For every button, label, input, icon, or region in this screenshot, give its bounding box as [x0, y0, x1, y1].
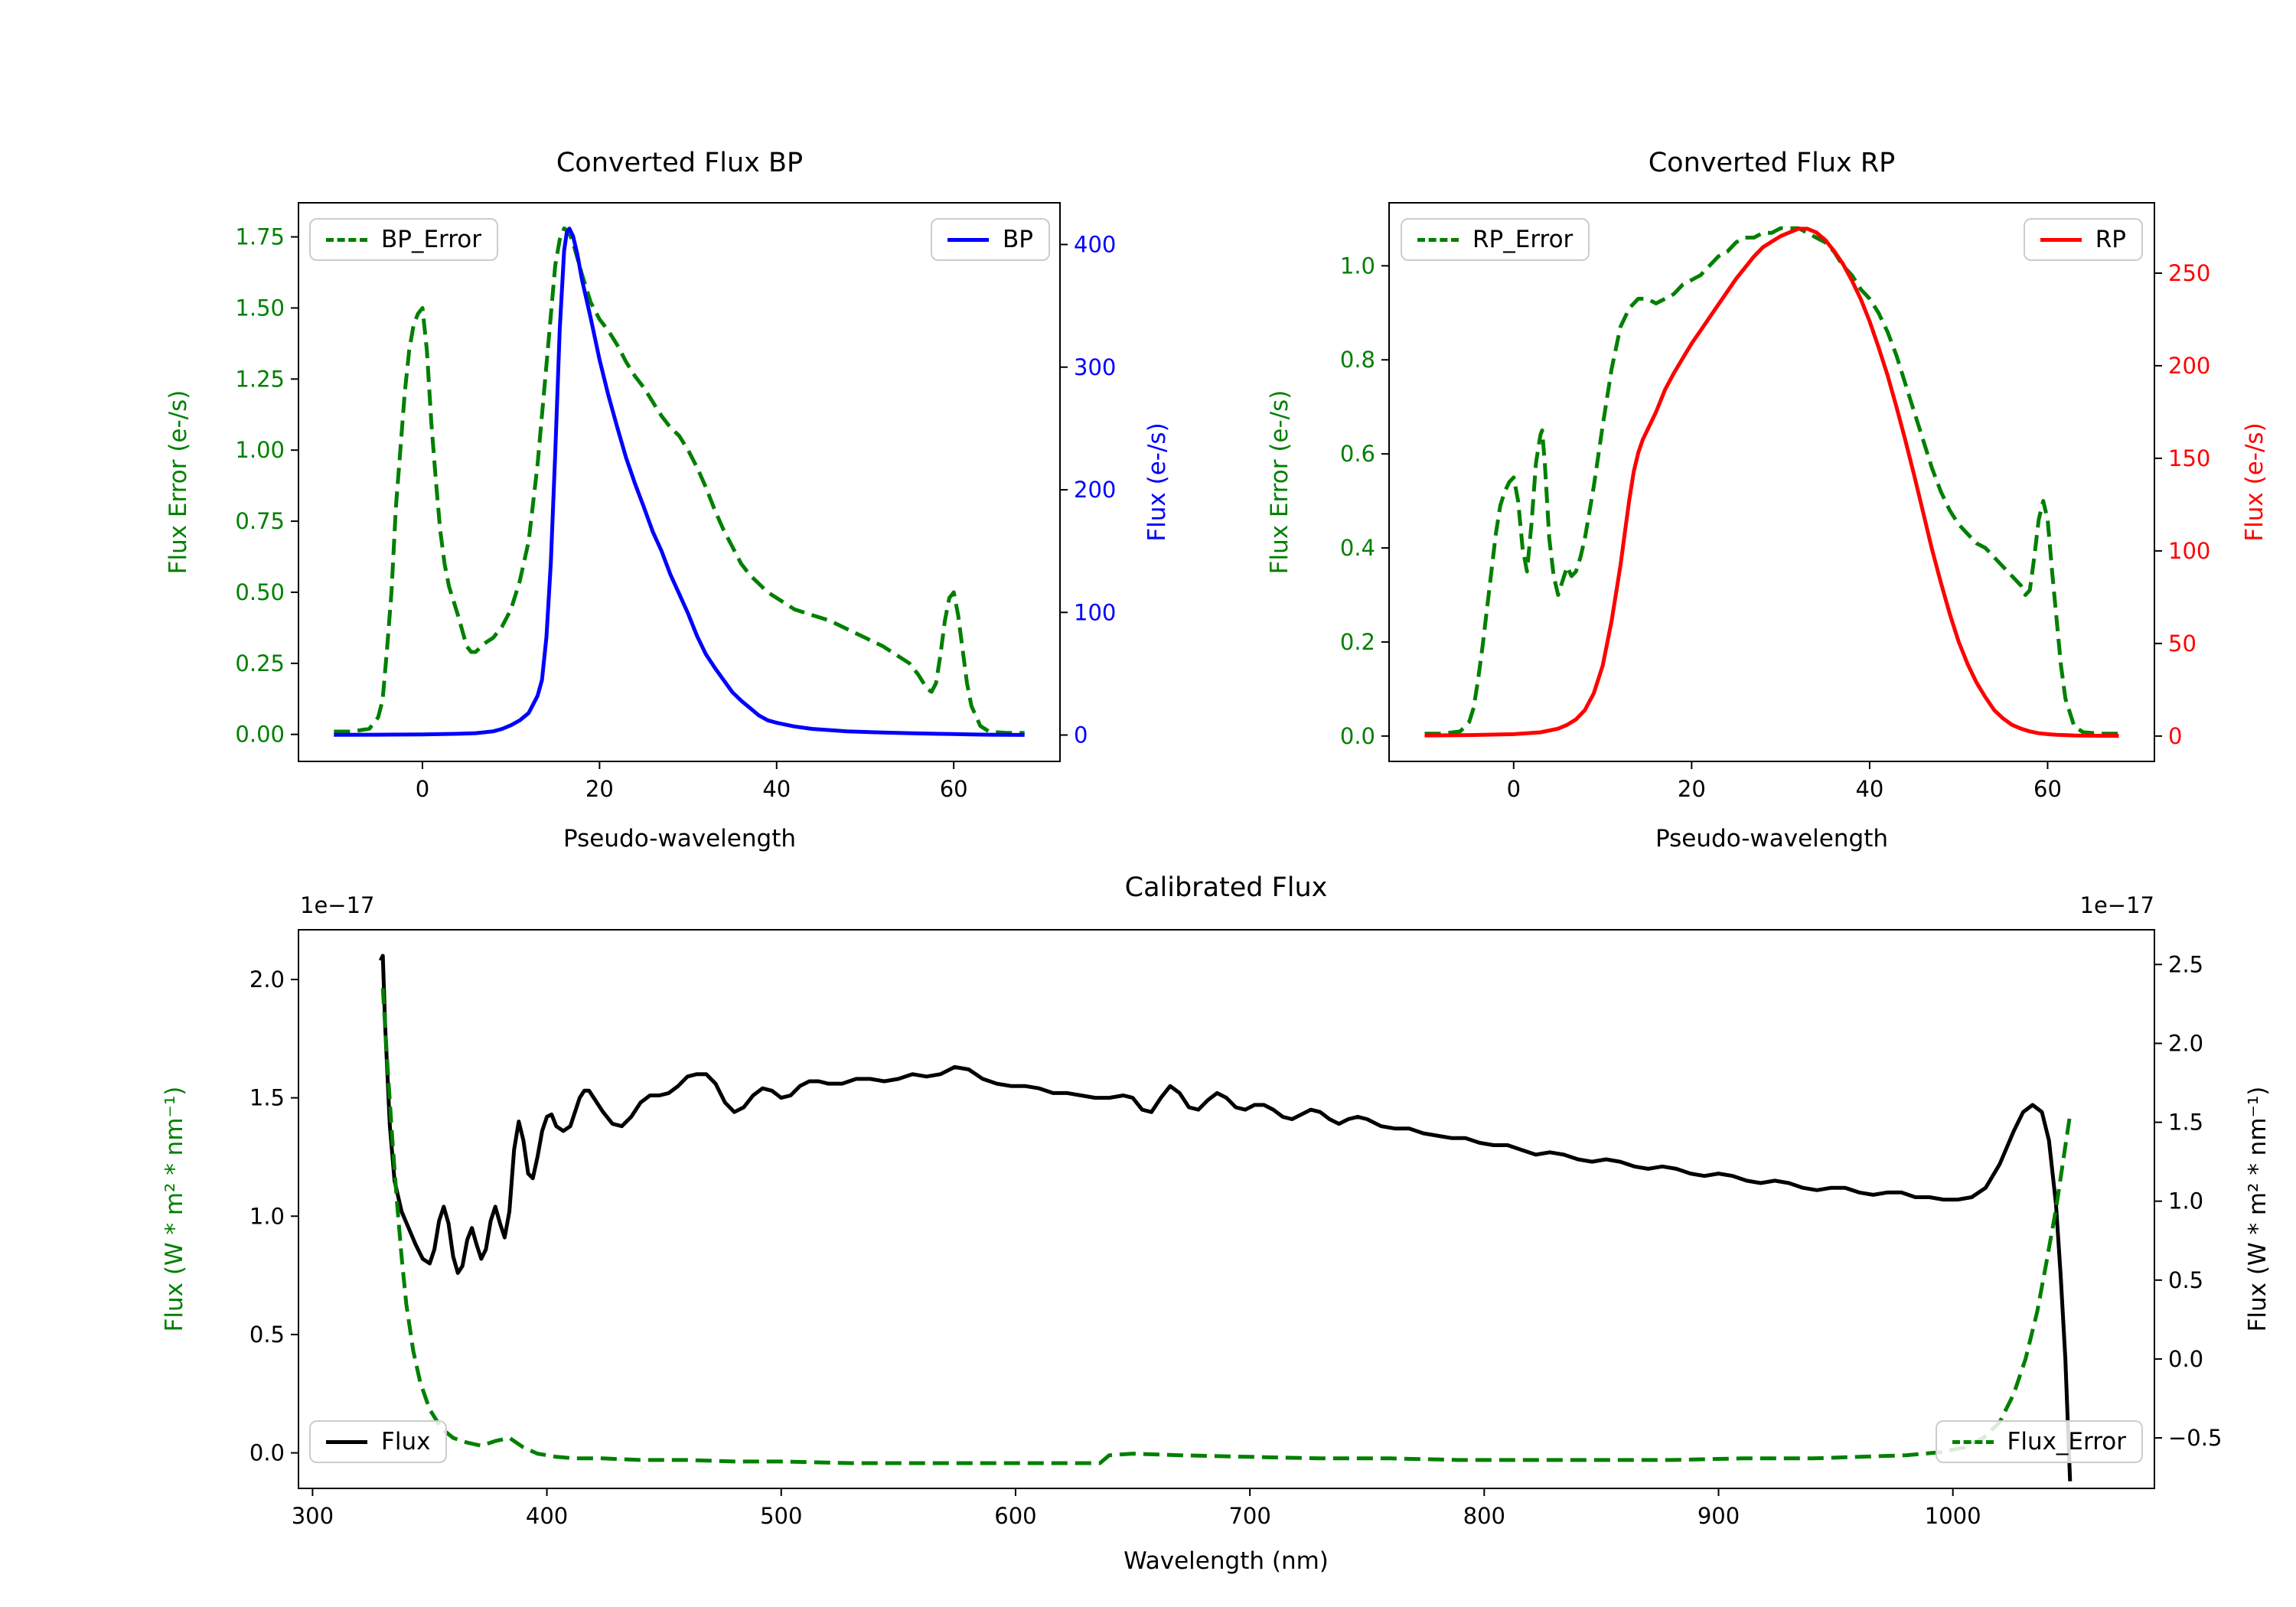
x-tick-label: 700: [1228, 1503, 1270, 1529]
plot-border: [298, 202, 1061, 762]
x-tick-label: 500: [760, 1503, 802, 1529]
right-y-tick-label: 250: [2168, 260, 2210, 286]
bp-chart-title: Converted Flux BP: [556, 148, 804, 178]
left-axis-offset-text: 1e−17: [300, 892, 375, 918]
series-line-flux: [378, 953, 2073, 1482]
left-y-tick-label: 0.75: [235, 508, 285, 534]
legend-bp: BP: [931, 218, 1050, 261]
left-y-tick-label: 1.0: [249, 1203, 285, 1229]
series-line-bp_error: [334, 226, 1025, 735]
x-tick-label: 20: [585, 776, 614, 802]
right-y-tick-label: 0.0: [2168, 1346, 2203, 1372]
legend-label: RP_Error: [1473, 226, 1574, 253]
left-y-tick-label: 0.25: [235, 650, 285, 676]
legend-label: BP: [1003, 226, 1033, 253]
x-tick-label: 1000: [1925, 1503, 1981, 1529]
legend-line-sample-dashed: [326, 237, 367, 242]
left-y-tick-label: 2.0: [249, 966, 285, 993]
rp-left-yaxis-label: Flux Error (e-/s): [1266, 390, 1293, 575]
left-y-tick-label: 1.00: [235, 437, 285, 463]
right-y-tick-label: 400: [1074, 231, 1116, 257]
left-y-tick-label: 0.50: [235, 579, 285, 605]
right-y-tick-label: 200: [2168, 353, 2210, 379]
left-y-tick-label: 0.4: [1340, 535, 1375, 561]
right-y-tick-label: 150: [2168, 445, 2210, 471]
x-tick-label: 40: [762, 776, 791, 802]
bp-xaxis-label: Pseudo-wavelength: [563, 825, 797, 852]
legend-line-sample-solid: [326, 1439, 367, 1444]
x-tick-label: 0: [416, 776, 429, 802]
left-y-tick-label: 1.25: [235, 366, 285, 392]
x-tick-label: 60: [2033, 776, 2062, 802]
legend-bp-error: BP_Error: [309, 218, 499, 261]
right-y-tick-label: 2.5: [2168, 951, 2203, 977]
x-tick-label: 20: [1678, 776, 1706, 802]
left-y-tick-label: 0.6: [1340, 441, 1375, 467]
plot-border: [1388, 202, 2155, 762]
rp-chart-title: Converted Flux RP: [1648, 148, 1896, 178]
left-y-tick-label: 1.50: [235, 295, 285, 321]
right-y-tick-label: 300: [1074, 354, 1116, 380]
right-y-tick-label: 100: [1074, 599, 1116, 625]
right-y-tick-label: 50: [2168, 631, 2197, 657]
legend-rp-error: RP_Error: [1401, 218, 1590, 261]
left-y-tick-label: 0.8: [1340, 347, 1375, 373]
x-tick-label: 800: [1463, 1503, 1505, 1529]
series-line-rp: [1424, 227, 2119, 738]
rp-right-yaxis-label: Flux (e-/s): [2241, 422, 2268, 542]
x-tick-label: 600: [994, 1503, 1036, 1529]
right-y-tick-label: 0: [2168, 723, 2182, 749]
right-y-tick-label: 100: [2168, 538, 2210, 564]
left-y-tick-label: 1.0: [1340, 253, 1375, 279]
left-y-tick-label: 0.5: [249, 1322, 285, 1348]
calibrated-xaxis-label: Wavelength (nm): [1124, 1547, 1329, 1575]
right-y-tick-label: −0.5: [2168, 1425, 2222, 1451]
right-axis-offset-text: 1e−17: [2079, 892, 2155, 918]
legend-flux-error: Flux_Error: [1935, 1420, 2143, 1463]
legend-label: BP_Error: [381, 226, 482, 253]
legend-line-sample-dashed: [1952, 1439, 1994, 1444]
legend-line-sample-dashed: [1417, 237, 1459, 242]
plot-border: [298, 929, 2155, 1489]
legend-rp: RP: [2023, 218, 2143, 261]
x-tick-label: 900: [1698, 1503, 1740, 1529]
right-y-tick-label: 0.5: [2168, 1267, 2203, 1293]
calibrated-left-yaxis-label: Flux (W * m² * nm⁻¹): [161, 1086, 188, 1332]
left-y-tick-label: 1.75: [235, 224, 285, 250]
x-tick-label: 300: [292, 1503, 334, 1529]
legend-label: Flux: [381, 1428, 431, 1455]
legend-line-sample-solid: [947, 237, 990, 242]
left-y-tick-label: 1.5: [249, 1085, 285, 1111]
right-y-tick-label: 0: [1074, 722, 1088, 748]
x-tick-label: 60: [940, 776, 968, 802]
x-tick-label: 40: [1855, 776, 1883, 802]
series-line-bp: [334, 227, 1025, 737]
legend-line-sample-solid: [2040, 237, 2082, 242]
calibrated-flux-title: Calibrated Flux: [1124, 872, 1328, 903]
x-tick-label: 400: [526, 1503, 568, 1529]
right-y-tick-label: 2.0: [2168, 1030, 2203, 1056]
left-y-tick-label: 0.0: [249, 1440, 285, 1466]
left-y-tick-label: 0.00: [235, 722, 285, 748]
legend-flux: Flux: [309, 1420, 448, 1463]
left-y-tick-label: 0.0: [1340, 723, 1375, 749]
calibrated-right-yaxis-label: Flux (W * m² * nm⁻¹): [2244, 1086, 2272, 1332]
bp-left-yaxis-label: Flux Error (e-/s): [165, 390, 192, 575]
rp-xaxis-label: Pseudo-wavelength: [1655, 825, 1889, 852]
series-line-rp_error: [1424, 226, 2119, 736]
right-y-tick-label: 1.0: [2168, 1188, 2203, 1214]
x-tick-label: 0: [1507, 776, 1521, 802]
left-y-tick-label: 0.2: [1340, 629, 1375, 655]
right-y-tick-label: 1.5: [2168, 1110, 2203, 1136]
right-y-tick-label: 200: [1074, 477, 1116, 503]
legend-label: RP: [2095, 226, 2126, 253]
legend-label: Flux_Error: [2007, 1428, 2127, 1455]
bp-right-yaxis-label: Flux (e-/s): [1143, 422, 1171, 542]
series-line-flux_error: [380, 988, 2073, 1465]
